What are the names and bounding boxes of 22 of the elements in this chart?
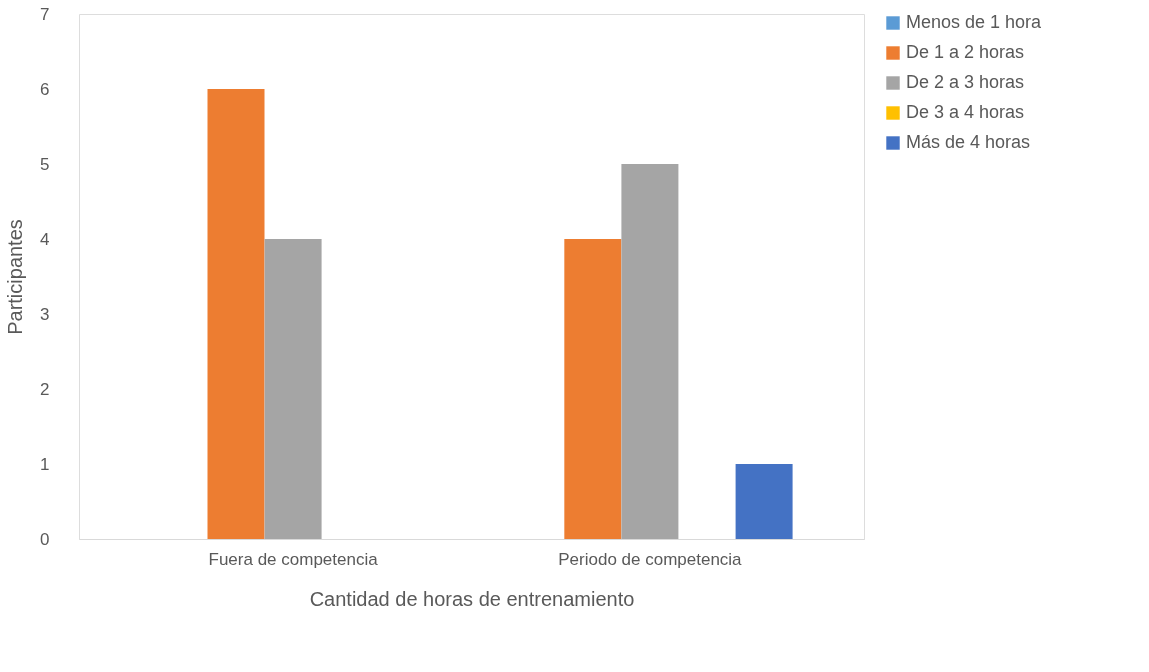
legend-label: Menos de 1 hora bbox=[906, 12, 1043, 32]
legend-label: Más de 4 horas bbox=[906, 132, 1031, 152]
legend-label: De 2 a 3 horas bbox=[906, 72, 1025, 92]
bar bbox=[207, 89, 265, 539]
legend-label: De 3 a 4 horas bbox=[906, 102, 1025, 122]
bar bbox=[264, 239, 322, 539]
bar bbox=[735, 464, 793, 539]
y-tick-label: 3 bbox=[40, 304, 50, 324]
x-tick-label: Fuera de competencia bbox=[208, 549, 379, 569]
y-tick-label: 6 bbox=[40, 79, 50, 99]
y-tick-label: 0 bbox=[40, 529, 50, 549]
y-tick-label: 2 bbox=[40, 379, 50, 399]
y-tick-label: 5 bbox=[40, 154, 50, 174]
y-tick-label: 1 bbox=[40, 454, 50, 474]
legend-label: De 1 a 2 horas bbox=[906, 42, 1025, 62]
bar bbox=[564, 239, 622, 539]
bar bbox=[621, 164, 679, 539]
y-axis-title: Participantes bbox=[4, 219, 27, 335]
x-axis-title: Cantidad de horas de entrenamiento bbox=[309, 587, 635, 610]
y-tick-label: 4 bbox=[40, 229, 50, 249]
y-tick-label: 7 bbox=[40, 4, 50, 24]
x-tick-label: Periodo de competencia bbox=[558, 549, 743, 569]
